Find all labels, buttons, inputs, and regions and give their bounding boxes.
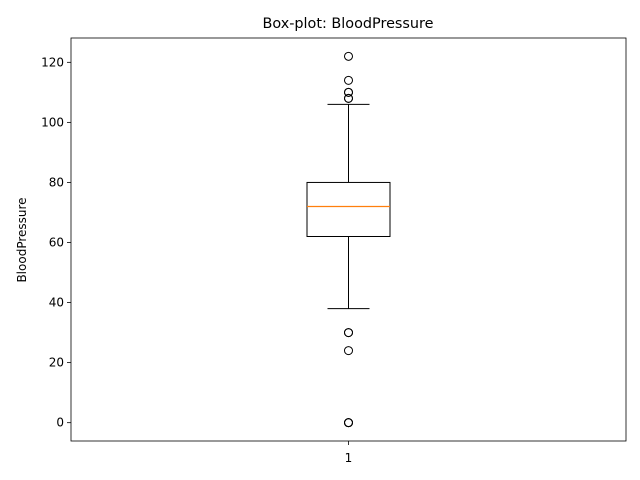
- outlier-point: [344, 75, 353, 85]
- y-tick-label: 40: [49, 296, 64, 310]
- outlier-point: [344, 418, 353, 428]
- y-tick-label: 80: [49, 175, 64, 189]
- x-tick-label: 1: [345, 451, 353, 465]
- y-tick-label: 20: [49, 356, 64, 370]
- iqr-box: [306, 181, 391, 237]
- plot-frame: [70, 37, 627, 442]
- outlier-point: [344, 328, 353, 338]
- y-tick-label: 0: [56, 416, 64, 430]
- plot-area: 0 20 40 60 80 100 120 1: [41, 37, 627, 465]
- outlier-point: [344, 93, 353, 103]
- chart-title: Box-plot: BloodPressure: [262, 16, 433, 32]
- y-axis-label: BloodPressure: [15, 197, 29, 282]
- y-tick-label: 120: [41, 55, 64, 69]
- y-tick-label: 100: [41, 115, 64, 129]
- outlier-point: [344, 51, 353, 61]
- outlier-point: [344, 346, 353, 356]
- outlier-point: [344, 87, 353, 97]
- y-tick-label: 60: [49, 236, 64, 250]
